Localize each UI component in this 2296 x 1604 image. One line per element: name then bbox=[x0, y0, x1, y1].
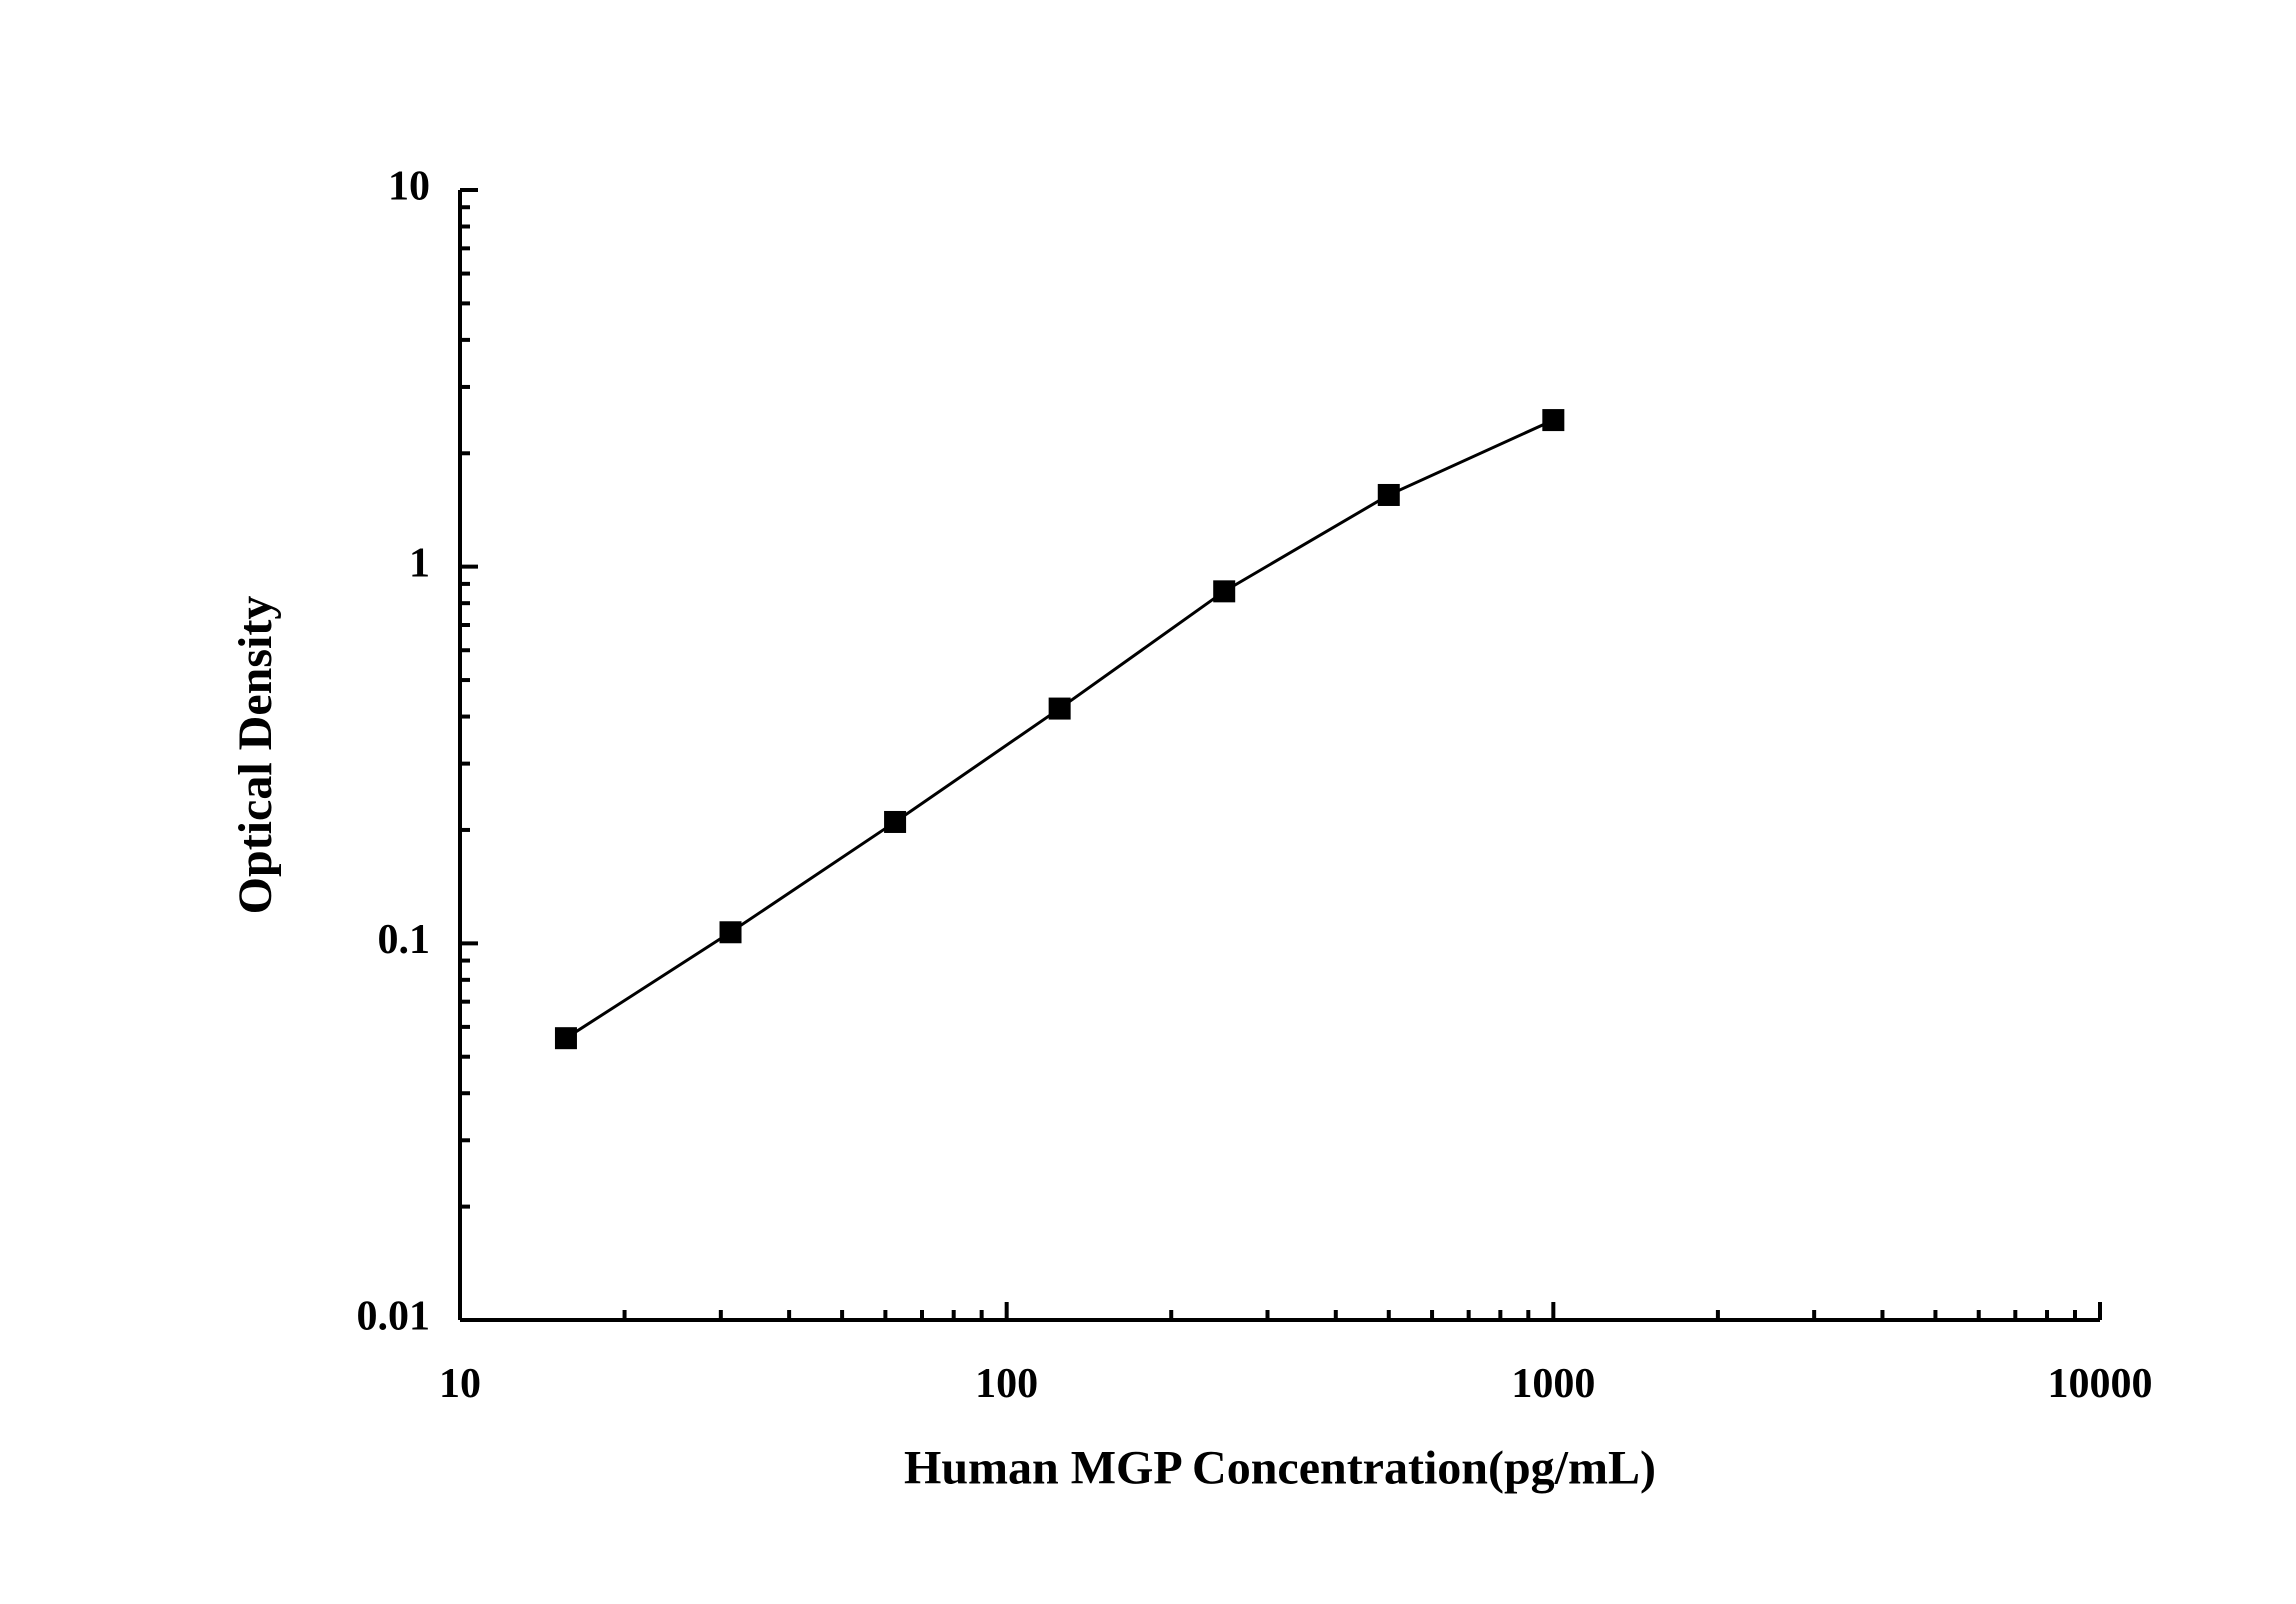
x-tick-label: 10 bbox=[439, 1361, 481, 1407]
y-tick-label: 0.01 bbox=[357, 1294, 431, 1340]
data-marker bbox=[1378, 484, 1400, 506]
y-tick-label: 1 bbox=[409, 540, 430, 586]
data-marker bbox=[1049, 698, 1071, 720]
y-axis-label: Optical Density bbox=[229, 596, 282, 915]
chart-container: 10 100 1000 10000 0.01 0.1 1 10 Human MGP Concen… bbox=[0, 0, 2296, 1604]
data-marker bbox=[884, 811, 906, 833]
x-axis-label: Human MGP Concentration(pg/mL) bbox=[904, 1442, 1656, 1495]
x-tick-label: 100 bbox=[975, 1361, 1038, 1407]
data-marker bbox=[720, 921, 742, 943]
x-tick-label: 1000 bbox=[1511, 1361, 1595, 1407]
data-marker bbox=[555, 1027, 577, 1049]
chart-background bbox=[0, 0, 2296, 1604]
y-tick-label: 10 bbox=[388, 164, 430, 210]
standard-curve-chart: 10 100 1000 10000 0.01 0.1 1 10 Human MGP Concen… bbox=[0, 0, 2296, 1604]
data-marker bbox=[1542, 409, 1564, 431]
x-tick-label: 10000 bbox=[2048, 1361, 2153, 1407]
y-tick-label: 0.1 bbox=[378, 917, 431, 963]
data-marker bbox=[1213, 580, 1235, 602]
